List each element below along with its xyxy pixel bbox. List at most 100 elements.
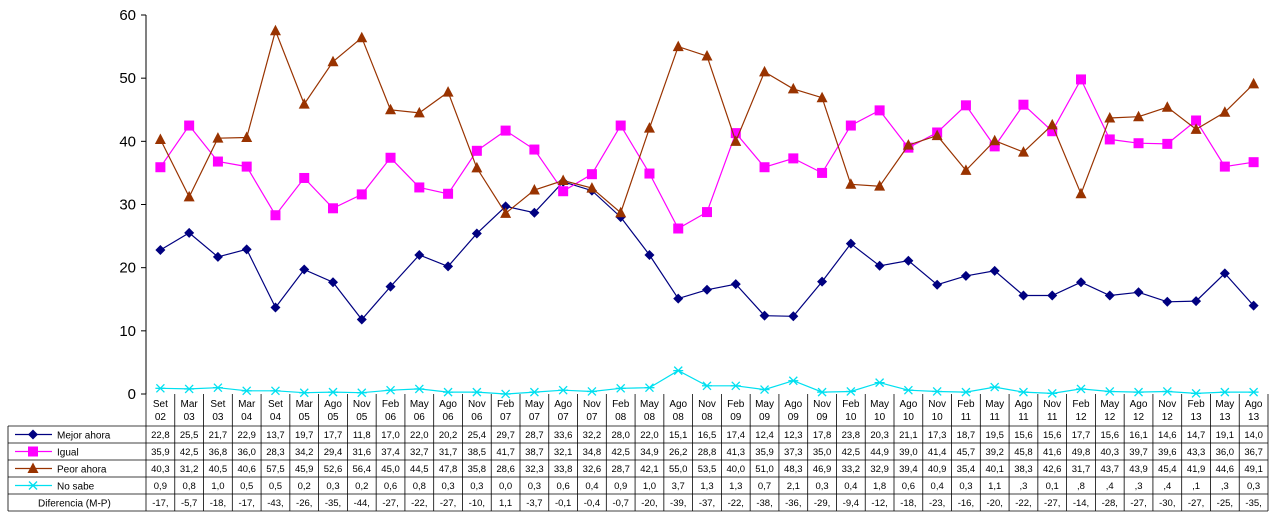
- data-point: [356, 189, 367, 200]
- data-point: [184, 227, 195, 238]
- data-point: [816, 91, 828, 103]
- category-label-year: 05: [327, 412, 339, 423]
- data-label: 2,1: [787, 481, 800, 492]
- data-label: 42,5: [611, 447, 630, 458]
- data-label: 25,4: [468, 430, 487, 441]
- data-label: 1,0: [643, 481, 656, 492]
- data-point: [759, 162, 770, 173]
- data-point: [558, 385, 569, 395]
- data-label: -22,: [411, 498, 427, 509]
- data-point: [1190, 123, 1202, 134]
- data-label: -26,: [296, 498, 312, 509]
- category-label-month: Nov: [583, 399, 601, 410]
- data-point: [702, 207, 712, 218]
- data-point: [212, 156, 223, 167]
- data-point: [673, 293, 684, 304]
- data-point: [903, 385, 914, 395]
- data-label: 35,0: [813, 447, 832, 458]
- data-point: [1047, 290, 1058, 301]
- data-label: -22,: [728, 498, 744, 509]
- data-point: [471, 145, 482, 156]
- data-point: [932, 279, 943, 290]
- category-label-year: 03: [212, 412, 224, 423]
- y-tick-label: 40: [119, 133, 136, 150]
- data-point: [1018, 290, 1029, 301]
- data-label: 34,2: [295, 447, 314, 458]
- data-label: 44,6: [1216, 464, 1235, 475]
- data-point: [212, 132, 224, 143]
- data-point: [385, 103, 397, 115]
- data-label: 45,9: [295, 464, 314, 475]
- y-tick-label: 30: [119, 197, 136, 214]
- data-label: 0,3: [441, 481, 454, 492]
- plot-area: 0 10 20 30 40 50 60: [119, 7, 1260, 403]
- data-label: 32,7: [410, 447, 429, 458]
- category-label-month: Feb: [382, 399, 400, 410]
- data-label: 42,5: [842, 447, 861, 458]
- data-label: 28,7: [611, 464, 630, 475]
- data-point: [414, 182, 425, 193]
- category-label-month: Ago: [899, 399, 917, 410]
- legend-label: No sabe: [57, 482, 95, 493]
- data-label: 17,7: [324, 430, 343, 441]
- data-label: 0,2: [355, 481, 368, 492]
- data-label: -28,: [1102, 498, 1118, 509]
- category-label-month: Nov: [353, 399, 371, 410]
- y-tick-label: 60: [119, 7, 136, 24]
- data-point: [644, 383, 655, 393]
- data-label: 28,0: [611, 430, 630, 441]
- category-label-year: 04: [270, 412, 282, 423]
- data-point: [299, 388, 310, 398]
- data-label: -27,: [1130, 498, 1146, 509]
- data-point: [212, 383, 223, 393]
- data-label: 45,0: [381, 464, 400, 475]
- data-label: -18,: [900, 498, 916, 509]
- data-label: 36,0: [1216, 447, 1235, 458]
- data-point: [1047, 388, 1058, 398]
- data-label: 0,0: [499, 481, 512, 492]
- data-label: 28,7: [525, 430, 544, 441]
- data-label: 18,7: [957, 430, 976, 441]
- data-point: [586, 169, 597, 180]
- data-label: -0,4: [584, 498, 600, 509]
- data-label: ,4: [1106, 481, 1114, 492]
- data-label: 40,9: [928, 464, 947, 475]
- data-label: 21,7: [209, 430, 228, 441]
- category-label-month: May: [985, 399, 1004, 410]
- category-label-year: 12: [1133, 412, 1145, 423]
- data-point: [500, 389, 511, 399]
- category-label-month: May: [870, 399, 889, 410]
- data-label: 39,2: [985, 447, 1004, 458]
- data-label: -12,: [871, 498, 887, 509]
- category-label-month: Feb: [1187, 399, 1205, 410]
- data-label: 29,4: [324, 447, 343, 458]
- data-label: 40,3: [151, 464, 170, 475]
- data-label: 0,3: [528, 481, 541, 492]
- data-label: 17,4: [727, 430, 746, 441]
- data-label: -17,: [152, 498, 168, 509]
- data-point: [759, 385, 770, 395]
- data-label: 36,7: [1244, 447, 1263, 458]
- data-point: [960, 164, 972, 175]
- category-label-month: Mar: [238, 399, 256, 410]
- data-label: -17,: [239, 498, 255, 509]
- data-point: [1133, 110, 1145, 122]
- category-label-year: 13: [1219, 412, 1231, 423]
- data-label: -10,: [469, 498, 485, 509]
- data-label: 1,0: [211, 481, 224, 492]
- data-label: 0,4: [931, 481, 944, 492]
- data-label: 0,3: [470, 481, 483, 492]
- data-label: 14,7: [1187, 430, 1206, 441]
- data-label: 39,0: [899, 447, 918, 458]
- data-label: 42,6: [1043, 464, 1062, 475]
- data-label: 0,4: [585, 481, 598, 492]
- series-line-3: [160, 369, 1254, 395]
- data-label: -35,: [1245, 498, 1261, 509]
- legend-marker: [28, 446, 38, 457]
- category-label-month: Nov: [468, 399, 486, 410]
- data-point: [328, 387, 338, 397]
- data-point: [471, 161, 483, 173]
- data-label: -43,: [267, 498, 283, 509]
- data-label: 43,3: [1187, 447, 1206, 458]
- data-label: 40,5: [209, 464, 228, 475]
